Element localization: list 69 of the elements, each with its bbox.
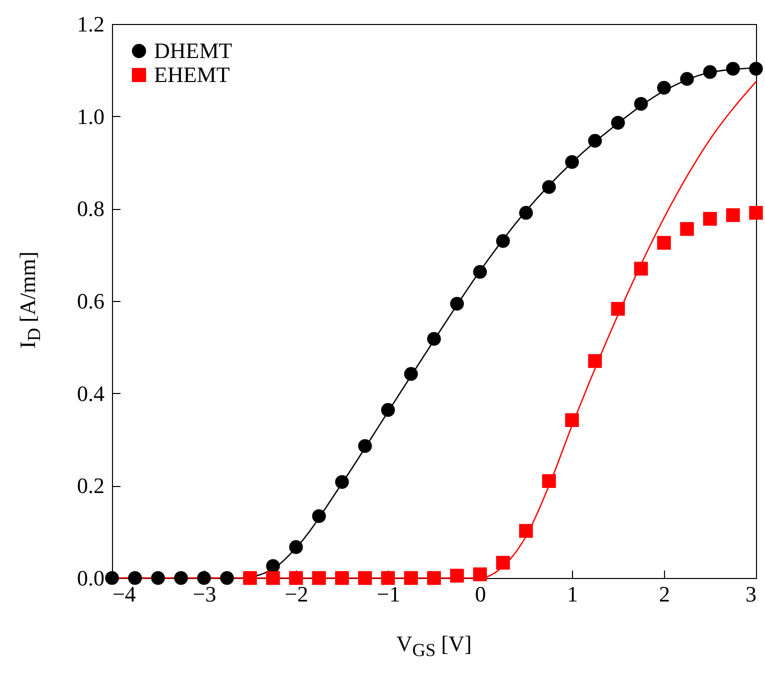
- point: [473, 265, 487, 279]
- point: [404, 571, 418, 585]
- x-tick-label: 1: [567, 582, 578, 606]
- point: [657, 236, 671, 250]
- y-tick-label: 0.4: [77, 380, 104, 406]
- point: [588, 134, 602, 148]
- x-tick-label: −2: [284, 582, 308, 606]
- point: [151, 571, 165, 585]
- point: [289, 571, 303, 585]
- x-tick-label: 3: [746, 582, 756, 606]
- legend-label: EHEMT: [154, 62, 230, 87]
- point: [128, 571, 142, 585]
- point: [634, 262, 648, 276]
- point: [450, 296, 464, 311]
- point: [335, 571, 349, 585]
- point: [634, 96, 648, 111]
- point: [220, 571, 234, 585]
- point: [496, 234, 510, 248]
- y-tick-label: 0.2: [77, 473, 104, 498]
- point: [565, 413, 579, 427]
- point: [266, 559, 280, 573]
- point: [312, 509, 326, 524]
- x-tick-label: 0: [475, 582, 486, 606]
- legend-label: DHEMT: [154, 38, 233, 63]
- point: [289, 540, 303, 554]
- y-tick-label: 0.8: [77, 196, 104, 222]
- point: [519, 524, 533, 538]
- point: [197, 571, 211, 585]
- point: [266, 571, 280, 585]
- y-tick-label: 1.0: [77, 104, 104, 129]
- point: [588, 354, 602, 368]
- point: [565, 155, 579, 169]
- point: [611, 302, 625, 316]
- point: [335, 475, 349, 489]
- point: [381, 571, 395, 585]
- point: [427, 571, 441, 585]
- x-tick-label: −3: [192, 582, 216, 606]
- point: [174, 571, 188, 585]
- x-tick-label: 2: [659, 582, 670, 606]
- point: [404, 367, 418, 381]
- point: [105, 571, 119, 585]
- point: [749, 62, 763, 76]
- x-tick-label: −1: [376, 582, 400, 606]
- point: [450, 568, 464, 583]
- point: [703, 212, 717, 226]
- y-tick-label: 0.0: [77, 566, 104, 590]
- y-tick-label: 1.2: [77, 12, 104, 36]
- point: [726, 62, 740, 76]
- point: [427, 332, 441, 346]
- point: [243, 571, 257, 585]
- point: [358, 571, 372, 585]
- point: [611, 116, 625, 130]
- point: [657, 80, 671, 95]
- point: [542, 180, 556, 194]
- point: [381, 403, 395, 417]
- point: [749, 206, 763, 220]
- y-tick-label: 0.6: [77, 288, 104, 314]
- point: [726, 208, 740, 222]
- point: [680, 222, 694, 236]
- point: [680, 72, 694, 86]
- point: [358, 439, 372, 453]
- point: [542, 474, 556, 488]
- point: [312, 571, 326, 585]
- x-tick-label: −4: [112, 582, 136, 606]
- point: [519, 206, 533, 220]
- x-axis-title: V$_{GS}$ [V]: [396, 630, 472, 662]
- point: [496, 556, 510, 570]
- point: [473, 567, 487, 582]
- point: [703, 65, 717, 79]
